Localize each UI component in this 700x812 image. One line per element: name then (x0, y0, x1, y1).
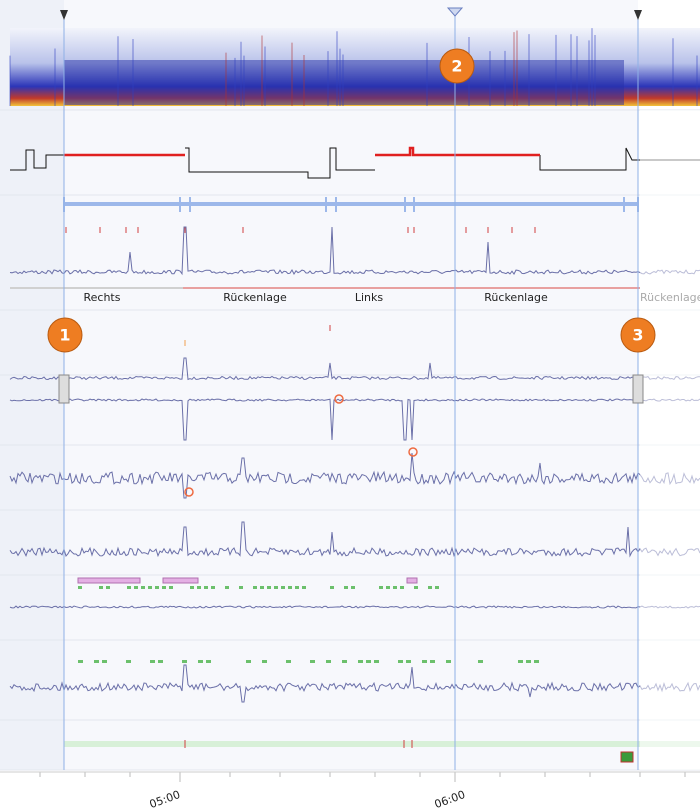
event-box (253, 586, 257, 589)
right-outside-region (640, 110, 700, 770)
event-box (169, 586, 173, 589)
event-box (281, 586, 285, 589)
event-box (478, 660, 483, 663)
event-box (246, 660, 251, 663)
left-outside-region (0, 0, 64, 770)
event-box (141, 586, 145, 589)
position-label: Rückenlage (640, 291, 700, 304)
position-label: Links (355, 291, 384, 304)
marker-badge: 3 (621, 318, 655, 352)
event-box (386, 586, 390, 589)
event-box (126, 660, 131, 663)
event-box (400, 586, 404, 589)
event-box (435, 586, 439, 589)
event-box (197, 586, 201, 589)
event-box (406, 660, 411, 663)
event-box (286, 660, 291, 663)
event-box (430, 660, 435, 663)
event-box (158, 660, 163, 663)
selected-region (64, 0, 638, 770)
badge-number: 3 (632, 326, 643, 345)
event-box (134, 586, 138, 589)
event-box (102, 660, 107, 663)
event-box (358, 660, 363, 663)
event-box (326, 660, 331, 663)
event-box (162, 586, 166, 589)
position-label: Rückenlage (223, 291, 287, 304)
event-box (288, 586, 292, 589)
event-box (398, 660, 403, 663)
event-box (414, 586, 418, 589)
event-box (274, 586, 278, 589)
badge-number: 2 (451, 57, 462, 76)
flag-icon (621, 752, 633, 762)
event-box (182, 660, 187, 663)
event-box (534, 660, 539, 663)
event-box (150, 660, 155, 663)
event-box (78, 586, 82, 589)
event-box (163, 578, 198, 583)
event-box (204, 586, 208, 589)
event-box (351, 586, 355, 589)
event-box (239, 586, 243, 589)
event-box (262, 660, 267, 663)
event-box (225, 586, 229, 589)
position-label: Rückenlage (484, 291, 548, 304)
event-box (393, 586, 397, 589)
event-box (295, 586, 299, 589)
event-box (310, 660, 315, 663)
marker-badge: 2 (440, 49, 474, 83)
event-box (407, 578, 417, 583)
event-box (206, 660, 211, 663)
event-box (428, 586, 432, 589)
event-box (190, 586, 194, 589)
event-box (198, 660, 203, 663)
baseline-band (64, 741, 700, 747)
event-box (518, 660, 523, 663)
event-box (374, 660, 379, 663)
event-box (211, 586, 215, 589)
event-box (78, 660, 83, 663)
event-box (267, 586, 271, 589)
event-box (342, 660, 347, 663)
event-box (422, 660, 427, 663)
badge-number: 1 (59, 326, 70, 345)
position-label: Rechts (84, 291, 121, 304)
event-box (155, 586, 159, 589)
selection-handle[interactable] (633, 375, 643, 403)
event-box (302, 586, 306, 589)
page: {"position_labels": ["Rechts", "Rückenla… (0, 0, 700, 812)
marker-badge: 1 (48, 318, 82, 352)
event-box (94, 660, 99, 663)
event-box (526, 660, 531, 663)
event-box (330, 586, 334, 589)
event-box (260, 586, 264, 589)
spectrogram-dense (64, 60, 624, 105)
event-box (148, 586, 152, 589)
recording-view: Rechts Rückenlage Links Rückenlage Rücke… (0, 0, 700, 812)
event-box (366, 660, 371, 663)
event-box (344, 586, 348, 589)
event-box (446, 660, 451, 663)
event-box (99, 586, 103, 589)
event-box (379, 586, 383, 589)
event-box (106, 586, 110, 589)
selection-handle[interactable] (59, 375, 69, 403)
event-box (127, 586, 131, 589)
event-box (78, 578, 140, 583)
